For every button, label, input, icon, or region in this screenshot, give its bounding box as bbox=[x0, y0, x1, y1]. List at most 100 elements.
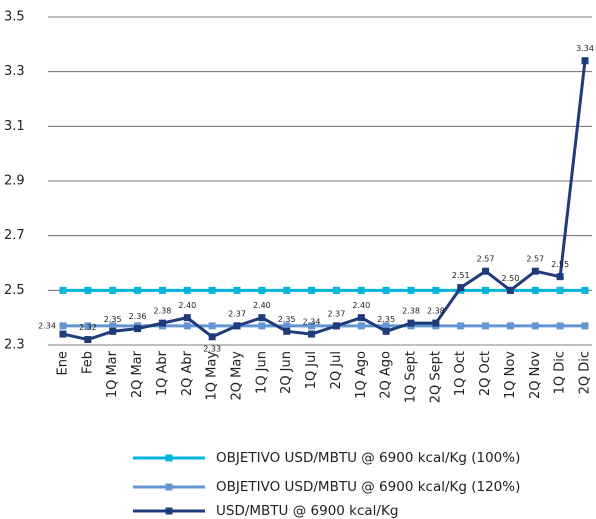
point-marker bbox=[308, 322, 316, 330]
point-marker bbox=[183, 314, 191, 322]
point-marker bbox=[59, 322, 67, 330]
point-marker bbox=[158, 286, 166, 294]
x-tick-label: 1Q Jul bbox=[304, 351, 319, 389]
point-marker bbox=[308, 330, 316, 338]
data-label: 2.51 bbox=[452, 271, 470, 280]
y-tick-label: 2.3 bbox=[4, 338, 25, 353]
x-tick-label: 2Q Oct bbox=[478, 351, 493, 396]
legend-label: USD/MBTU @ 6900 kcal/Kg bbox=[216, 503, 398, 519]
x-tick-label: 2Q Mar bbox=[130, 350, 145, 398]
x-tick-label: 2Q May bbox=[230, 351, 245, 401]
y-tick-label: 3.5 bbox=[4, 10, 25, 25]
point-marker bbox=[183, 286, 191, 294]
point-marker bbox=[84, 322, 92, 330]
point-marker bbox=[308, 286, 316, 294]
legend-marker bbox=[165, 483, 173, 491]
point-marker bbox=[59, 330, 67, 338]
data-label: 2.38 bbox=[154, 307, 172, 316]
x-tick-label: 1Q Nov bbox=[503, 351, 518, 399]
point-marker bbox=[432, 286, 440, 294]
point-marker bbox=[407, 319, 415, 327]
point-marker bbox=[183, 322, 191, 330]
point-marker bbox=[208, 333, 216, 341]
x-tick-label: 2Q Dic bbox=[578, 351, 593, 394]
point-marker bbox=[432, 319, 440, 327]
data-label: 2.37 bbox=[328, 309, 346, 318]
point-marker bbox=[109, 322, 117, 330]
data-label: 2.40 bbox=[352, 301, 370, 310]
point-marker bbox=[581, 286, 589, 294]
point-marker bbox=[531, 267, 539, 275]
point-marker bbox=[556, 273, 564, 281]
point-marker bbox=[506, 286, 514, 294]
point-marker bbox=[109, 327, 117, 335]
point-marker bbox=[407, 286, 415, 294]
point-marker bbox=[84, 286, 92, 294]
point-marker bbox=[59, 286, 67, 294]
x-tick-label: 2Q Jun bbox=[279, 351, 294, 394]
point-marker bbox=[581, 322, 589, 330]
data-label: 2.34 bbox=[303, 318, 321, 327]
point-marker bbox=[84, 336, 92, 344]
data-label: 2.38 bbox=[402, 307, 420, 316]
point-marker bbox=[556, 286, 564, 294]
y-tick-label: 2.9 bbox=[4, 174, 25, 189]
point-marker bbox=[506, 322, 514, 330]
point-marker bbox=[233, 322, 241, 330]
data-label: 2.33 bbox=[203, 344, 221, 353]
point-marker bbox=[208, 322, 216, 330]
legend-label: OBJETIVO USD/MBTU @ 6900 kcal/Kg (100%) bbox=[216, 450, 520, 466]
legend-label: OBJETIVO USD/MBTU @ 6900 kcal/Kg (120%) bbox=[216, 479, 520, 495]
x-tick-label: 2Q Nov bbox=[528, 351, 543, 399]
x-tick-label: Feb bbox=[80, 351, 95, 374]
y-tick-label: 3.3 bbox=[4, 64, 25, 79]
legend-marker bbox=[165, 454, 173, 462]
data-label: 3.34 bbox=[576, 44, 594, 53]
data-label: 2.35 bbox=[104, 315, 122, 324]
point-marker bbox=[258, 322, 266, 330]
series-line bbox=[62, 60, 587, 342]
x-tick-label: 1Q Mar bbox=[105, 350, 120, 398]
point-marker bbox=[233, 286, 241, 294]
point-marker bbox=[482, 322, 490, 330]
legend-marker bbox=[165, 507, 173, 515]
point-marker bbox=[382, 286, 390, 294]
x-tick-label: Ene bbox=[56, 351, 71, 375]
point-marker bbox=[581, 57, 589, 65]
data-label: 2.34 bbox=[38, 322, 56, 331]
point-marker bbox=[258, 314, 266, 322]
point-marker bbox=[531, 322, 539, 330]
data-label: 2.40 bbox=[253, 301, 271, 310]
point-marker bbox=[482, 286, 490, 294]
y-tick-label: 2.7 bbox=[4, 228, 25, 243]
x-tick-label: 1Q Ago bbox=[354, 351, 369, 399]
data-label: 2.32 bbox=[79, 323, 97, 332]
point-marker bbox=[134, 325, 142, 333]
point-marker bbox=[134, 286, 142, 294]
data-label: 2.35 bbox=[278, 315, 296, 324]
point-marker bbox=[332, 286, 340, 294]
data-label: 2.50 bbox=[502, 274, 520, 283]
point-marker bbox=[357, 286, 365, 294]
point-marker bbox=[208, 286, 216, 294]
x-tick-label: 1Q Oct bbox=[453, 351, 468, 396]
x-tick-label: 1Q Dic bbox=[553, 351, 568, 394]
point-marker bbox=[382, 327, 390, 335]
point-marker bbox=[283, 286, 291, 294]
data-label: 2.36 bbox=[129, 312, 147, 321]
point-marker bbox=[357, 322, 365, 330]
x-tick-label: 1Q Jun bbox=[254, 351, 269, 394]
x-tick-label: 1Q Sept bbox=[404, 351, 419, 403]
point-marker bbox=[357, 314, 365, 322]
point-marker bbox=[482, 267, 490, 275]
point-marker bbox=[457, 322, 465, 330]
y-tick-label: 3.1 bbox=[4, 119, 25, 134]
x-tick-label: 1Q May bbox=[205, 351, 220, 401]
x-tick-label: 2Q Sept bbox=[428, 351, 443, 403]
x-tick-label: 2Q Abr bbox=[180, 350, 195, 396]
data-label: 2.57 bbox=[526, 255, 544, 264]
point-marker bbox=[382, 322, 390, 330]
x-tick-label: 2Q Ago bbox=[379, 351, 394, 399]
data-label: 2.38 bbox=[427, 307, 445, 316]
x-tick-label: 2Q Jul bbox=[329, 351, 344, 389]
